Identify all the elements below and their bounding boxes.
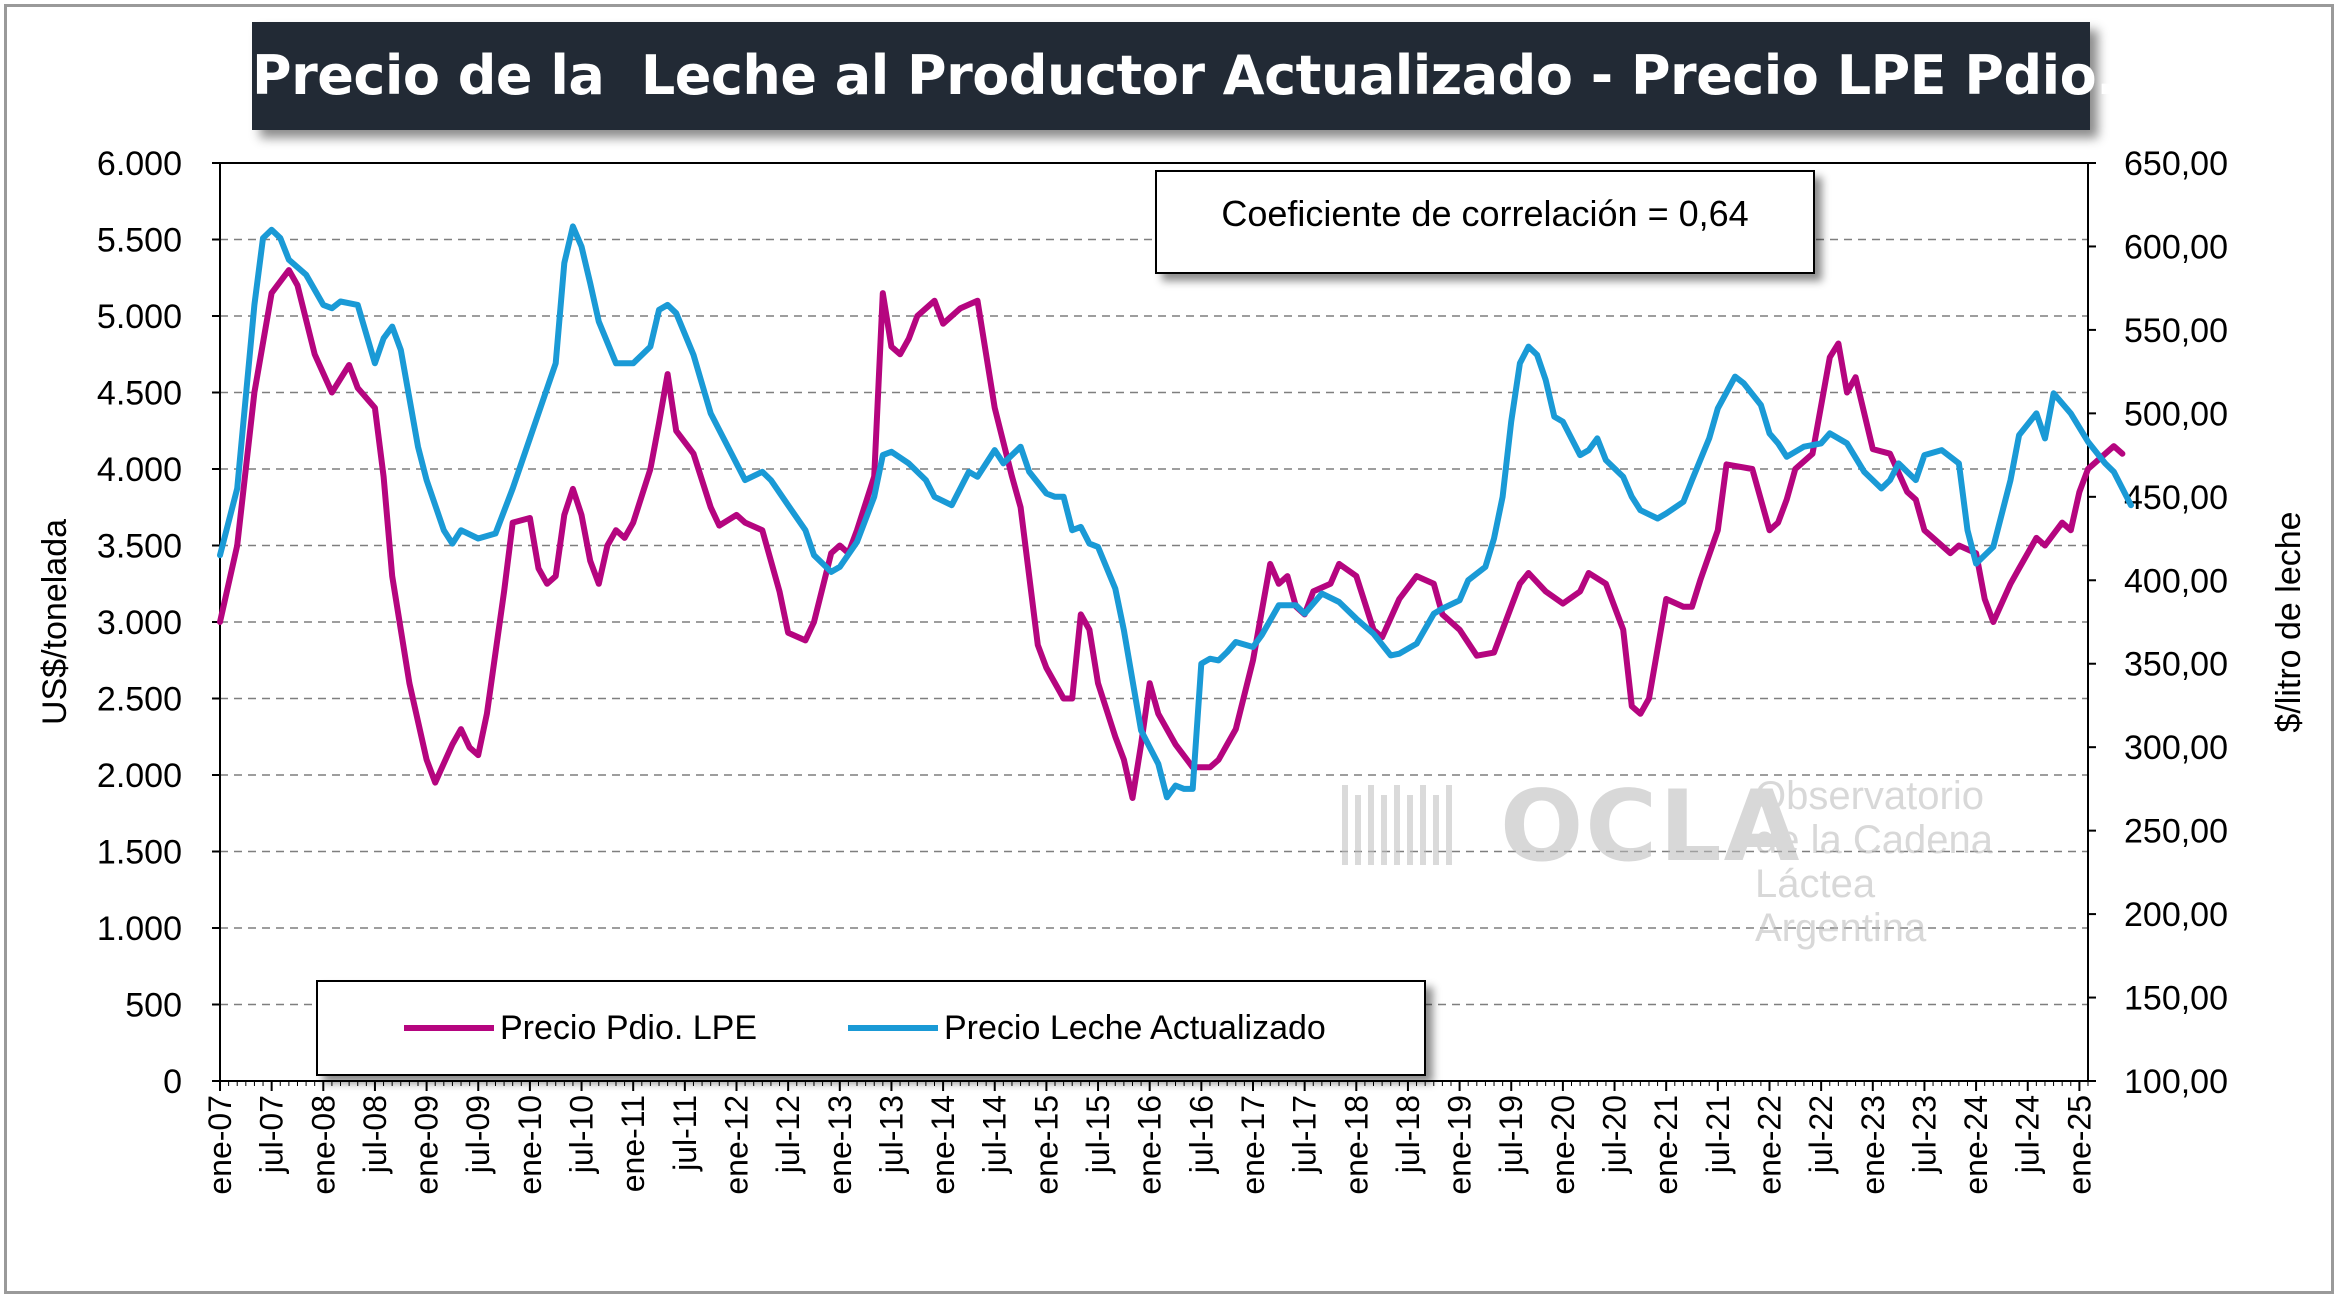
x-tick-label: jul-20: [1597, 1095, 1633, 1174]
x-tick-label: ene-20: [1545, 1095, 1581, 1195]
x-tick-label: jul-15: [1080, 1095, 1116, 1174]
legend-label-lpe: Precio Pdio. LPE: [500, 1008, 758, 1047]
x-tick-label: jul-16: [1183, 1095, 1219, 1174]
y-left-tick-label: 2.500: [97, 681, 182, 719]
x-tick-label: ene-12: [718, 1095, 754, 1195]
x-tick-label: jul-08: [357, 1095, 393, 1174]
legend-item-actualizado: Precio Leche Actualizado: [848, 982, 1326, 1074]
x-tick-label: ene-21: [1648, 1095, 1684, 1195]
x-tick-label: jul-13: [873, 1095, 909, 1174]
x-tick-label: jul-24: [2010, 1095, 2046, 1174]
x-tick-label: jul-14: [977, 1095, 1013, 1174]
legend-label-actualizado: Precio Leche Actualizado: [944, 1008, 1326, 1047]
y-left-tick-label: 0: [163, 1063, 182, 1101]
x-tick-label: ene-14: [925, 1095, 961, 1195]
y-left-tick-label: 4.000: [97, 451, 182, 489]
x-tick-label: jul-07: [254, 1095, 290, 1174]
y-left-tick-label: 500: [125, 987, 182, 1025]
legend-swatch-actualizado: [848, 1025, 938, 1031]
correlation-annotation: Coeficiente de correlación = 0,64: [1221, 193, 1749, 234]
y-right-tick-label: 100,00: [2124, 1063, 2228, 1101]
y-left-tick-label: 5.000: [97, 298, 182, 336]
x-tick-label: ene-16: [1132, 1095, 1168, 1195]
y-right-axis-title: $/litro de leche: [2270, 511, 2308, 732]
y-right-tick-label: 500,00: [2124, 395, 2228, 433]
y-right-tick-label: 250,00: [2124, 813, 2228, 851]
y-right-tick-label: 600,00: [2124, 228, 2228, 266]
ocla-watermark-line-3: Argentina: [1755, 906, 1927, 950]
ocla-logo-graphic: [1342, 785, 1452, 865]
ocla-watermark-line-1: Observatorio: [1755, 774, 1984, 818]
chart-legend: Precio Pdio. LPE Precio Leche Actualizad…: [316, 980, 1426, 1076]
y-right-tick-label: 400,00: [2124, 562, 2228, 600]
x-tick-label: ene-24: [1958, 1095, 1994, 1195]
x-tick-label: ene-11: [615, 1095, 651, 1192]
chart-title: Precio de la Leche al Productor Actualiz…: [252, 44, 2117, 107]
y-right-tick-label: 350,00: [2124, 646, 2228, 684]
y-left-tick-label: 1.500: [97, 834, 182, 872]
x-tick-label: ene-23: [1855, 1095, 1891, 1195]
ocla-watermark-text: Observatorio de la Cadena Láctea Argenti…: [1755, 774, 2110, 950]
x-tick-label: jul-23: [1906, 1095, 1942, 1174]
x-tick-label: ene-10: [512, 1095, 548, 1195]
x-tick-label: ene-17: [1235, 1095, 1271, 1195]
y-left-tick-label: 5.500: [97, 222, 182, 260]
x-tick-label: jul-10: [564, 1095, 600, 1174]
x-tick-label: ene-09: [409, 1095, 445, 1195]
x-tick-label: jul-11: [667, 1095, 703, 1172]
x-tick-label: ene-19: [1442, 1095, 1478, 1195]
y-left-tick-label: 1.000: [97, 910, 182, 948]
x-tick-label: jul-19: [1493, 1095, 1529, 1174]
x-tick-label: ene-13: [822, 1095, 858, 1195]
y-right-tick-label: 300,00: [2124, 729, 2228, 767]
legend-item-lpe: Precio Pdio. LPE: [404, 982, 757, 1074]
x-tick-label: jul-18: [1390, 1095, 1426, 1174]
y-right-tick-label: 450,00: [2124, 479, 2228, 517]
chart-title-box: Precio de la Leche al Productor Actualiz…: [252, 22, 2117, 130]
y-left-tick-label: 3.000: [97, 604, 182, 642]
y-right-tick-label: 150,00: [2124, 980, 2228, 1018]
x-tick-label: ene-15: [1028, 1095, 1064, 1195]
x-tick-label: ene-18: [1338, 1095, 1374, 1195]
x-tick-label: jul-17: [1287, 1095, 1323, 1174]
series-line-precio-pdio-lpe: [217, 267, 2126, 801]
y-left-tick-label: 6.000: [97, 145, 182, 183]
x-tick-label: jul-09: [460, 1095, 496, 1174]
y-left-axis-title: US$/tonelada: [36, 519, 74, 725]
y-left-tick-label: 3.500: [97, 528, 182, 566]
correlation-annotation-box: Coeficiente de correlación = 0,64: [1155, 170, 1815, 274]
x-tick-label: ene-08: [305, 1095, 341, 1195]
x-tick-label: jul-22: [1803, 1095, 1839, 1174]
y-left-tick-label: 4.500: [97, 375, 182, 413]
ocla-watermark-line-2: de la Cadena Láctea: [1755, 818, 1993, 906]
x-tick-label: ene-22: [1751, 1095, 1787, 1195]
y-right-tick-label: 650,00: [2124, 145, 2228, 183]
x-tick-label: ene-25: [2061, 1095, 2097, 1195]
y-right-tick-label: 200,00: [2124, 896, 2228, 934]
x-tick-label: jul-21: [1700, 1095, 1736, 1174]
y-right-tick-label: 550,00: [2124, 312, 2228, 350]
legend-swatch-lpe: [404, 1025, 494, 1031]
x-tick-label: ene-07: [202, 1095, 238, 1195]
x-tick-label: jul-12: [770, 1095, 806, 1174]
ocla-watermark: OCLA Observatorio de la Cadena Láctea Ar…: [1340, 760, 2110, 950]
series-line-precio-leche-actualizado: [217, 223, 2134, 801]
ocla-watermark-brand: OCLA: [1500, 770, 1802, 884]
y-left-tick-label: 2.000: [97, 757, 182, 795]
